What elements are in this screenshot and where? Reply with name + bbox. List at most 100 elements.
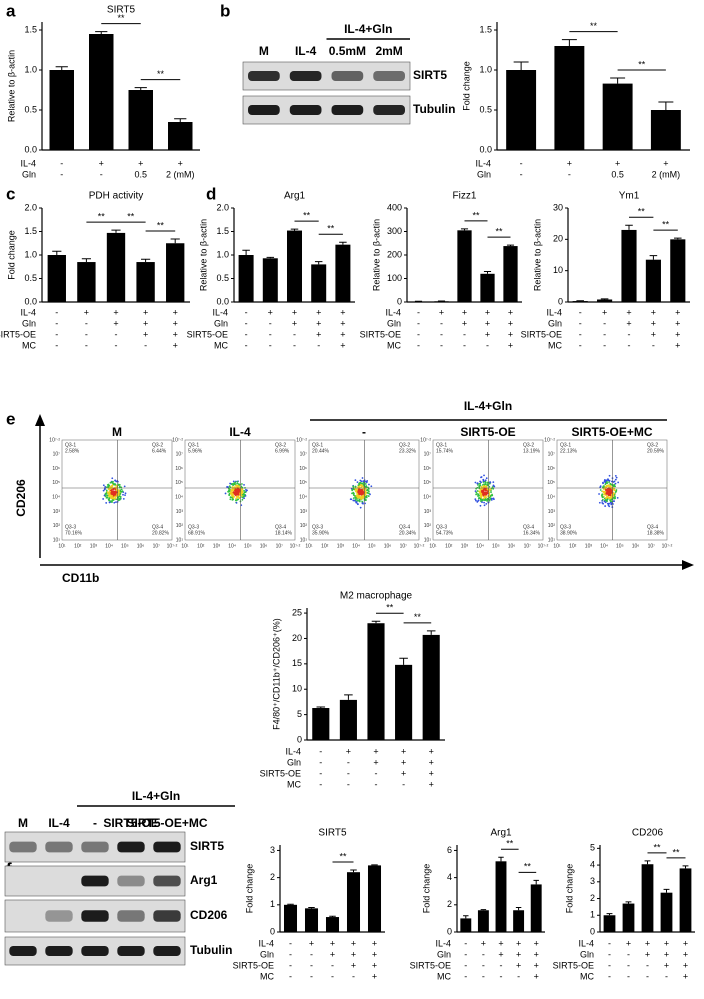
condition-value: + (663, 158, 668, 168)
bar (622, 903, 635, 932)
x-arrowhead (682, 560, 694, 570)
condition-value: + (401, 746, 406, 756)
condition-value: + (645, 938, 650, 948)
condition-value: + (113, 318, 118, 328)
flow-dot (361, 482, 364, 485)
flow-dot (110, 481, 113, 484)
condition-label: MC (437, 971, 451, 981)
y-tick-label: 0.5 (216, 273, 229, 283)
flow-x-tick: 10⁷·² (662, 543, 673, 549)
significance-label: ** (495, 227, 503, 237)
flow-dot (113, 491, 116, 493)
flow-dot (612, 495, 615, 498)
flow-x-tick: 10⁷ (400, 543, 408, 549)
y-tick-label: 10 (292, 684, 302, 694)
condition-value: + (462, 318, 467, 328)
quadrant-value: 18.14% (275, 530, 293, 536)
y-tick-label: 0 (270, 926, 275, 936)
chart-title: SIRT5 (107, 5, 136, 16)
error-bar (498, 856, 504, 862)
flow-plot-label: M (112, 425, 122, 439)
bar (621, 229, 637, 302)
y-tick-label: 10 (553, 265, 563, 275)
flow-dot (613, 489, 616, 492)
bar (603, 915, 616, 932)
condition-value: + (99, 158, 104, 168)
flow-dot (226, 486, 228, 488)
flow-dot (104, 485, 107, 488)
flow-y-tick: 10⁷·² (420, 437, 431, 443)
quadrant-value: 20.59% (647, 448, 665, 454)
flow-dot (478, 496, 481, 499)
flow-dot (356, 493, 359, 495)
blot-band (45, 910, 73, 922)
flow-dot (123, 485, 126, 488)
flow-dot (489, 481, 491, 483)
flow-y-tick: 10⁶ (547, 466, 555, 472)
significance-label: ** (386, 603, 394, 613)
flow-x-tick: 10⁵ (616, 543, 624, 549)
y-tick-label: 1 (270, 899, 275, 909)
flow-dot (358, 482, 361, 484)
lane-label: - (93, 816, 97, 830)
band-label: SIRT5 (190, 839, 224, 853)
quadrant-value: 70.16% (65, 530, 83, 536)
flow-y-tick: 10⁷ (53, 452, 61, 458)
error-bar (111, 229, 121, 233)
flow-dot (124, 492, 127, 495)
flow-dot (227, 490, 230, 493)
flow-dot (119, 497, 122, 500)
flow-dot (476, 482, 479, 485)
flow-dot (360, 495, 363, 498)
flow-y-tick: 10⁷ (424, 452, 432, 458)
condition-value: + (439, 307, 444, 317)
condition-value: + (664, 949, 669, 959)
flow-dot (609, 499, 612, 501)
quadrant-name: Q3-2 (647, 442, 658, 448)
error-bar (480, 909, 487, 911)
flow-dot (492, 497, 495, 500)
lane-label: SIRT5-OE (103, 816, 158, 830)
flow-dot (243, 483, 245, 486)
condition-label: Gln (437, 949, 451, 959)
significance-label: ** (327, 224, 335, 234)
blot-band (81, 910, 109, 922)
flow-dot (108, 497, 111, 500)
significance-label: ** (638, 207, 646, 217)
flow-dot (614, 474, 617, 477)
flow-y-tick: 10¹ (424, 537, 432, 543)
flow-dot (237, 495, 240, 498)
y-tick-label: 0.5 (24, 273, 37, 283)
significance-label: ** (414, 612, 422, 622)
flow-x-tick: 10⁷ (648, 543, 656, 549)
flow-dot (479, 504, 482, 507)
flow-dot (367, 488, 370, 490)
y-tick-label: 20 (292, 633, 302, 643)
flow-dot (602, 481, 604, 484)
flow-dot (359, 484, 362, 487)
flow-dot (366, 480, 369, 482)
condition-value: 2 (mM) (652, 169, 681, 179)
flow-dot (475, 491, 478, 494)
condition-label: SIRT5-OE (360, 329, 401, 339)
bar (367, 623, 385, 740)
flow-x-tick: 10³ (337, 543, 345, 549)
condition-value: - (310, 949, 313, 959)
blot-band (117, 875, 145, 887)
y-tick-label: 1.0 (216, 249, 229, 259)
flow-dot (103, 488, 106, 491)
flow-dot (231, 498, 234, 501)
y-tick-label: 15 (292, 658, 302, 668)
lane-label: SIRT5-OE+MC (126, 816, 207, 830)
condition-value: - (464, 949, 467, 959)
flow-dot (232, 489, 235, 492)
condition-value: - (486, 340, 489, 350)
y-axis-label: Fold change (564, 864, 574, 914)
significance-label: ** (653, 842, 661, 852)
flow-dot (236, 480, 239, 483)
condition-value: - (347, 757, 350, 767)
condition-value: - (269, 318, 272, 328)
flow-dot (234, 488, 237, 491)
bar (238, 255, 254, 302)
flow-y-tick: 10⁷ (548, 452, 556, 458)
